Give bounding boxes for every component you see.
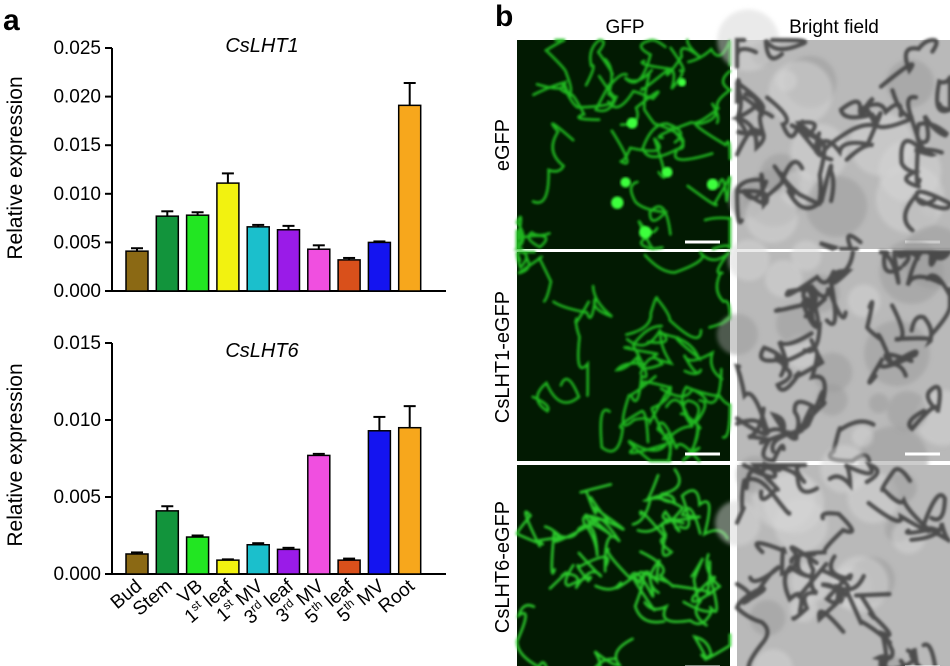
chart2-bar-3rd-leaf xyxy=(276,548,301,575)
micrograph-cslht1-egfp-bright-field xyxy=(716,225,950,496)
chart1-y-tick-label: 0.015 xyxy=(53,135,101,156)
chart1-bar-root xyxy=(397,104,422,292)
chart1-bar-stem xyxy=(155,215,180,292)
chart1-y-axis-label: Relative expression xyxy=(4,76,27,259)
chart1-bar-5th-leaf xyxy=(337,259,361,292)
chart2-title: CsLHT6 xyxy=(225,340,299,362)
micrograph-cslht6-egfp-bright-field xyxy=(715,445,950,666)
chart1-y-tick-label: 0.025 xyxy=(53,38,101,59)
panel-b-letter: b xyxy=(495,0,513,33)
chart2-y-tick-label: 0.005 xyxy=(53,487,101,508)
chart2-bar-1st-mv xyxy=(246,543,270,575)
chart1-y-tick-label: 0.010 xyxy=(53,184,101,205)
panel-a-letter: a xyxy=(3,4,20,37)
row-label-egfp: eGFP xyxy=(492,119,514,171)
column-header-bright-field: Bright field xyxy=(789,17,879,38)
chart2-bar-stem xyxy=(155,510,180,575)
chart2-bar-5th-mv xyxy=(367,430,392,575)
row-label-cslht1-egfp: CsLHT1-eGFP xyxy=(492,291,514,423)
chart2-bar-1st-leaf xyxy=(216,559,240,575)
chart1-bar-3rd-leaf xyxy=(276,229,301,292)
chart2-y-tick-label: 0.010 xyxy=(53,410,101,431)
chart1-y-tick-label: 0.005 xyxy=(53,232,101,253)
row-label-cslht6-egfp: CsLHT6-eGFP xyxy=(492,501,514,633)
chart2-y-tick-label: 0.015 xyxy=(53,333,101,354)
chart1-title: CsLHT1 xyxy=(225,35,298,57)
micrograph-grid xyxy=(513,9,950,666)
chart1-bar-5th-mv xyxy=(367,241,392,292)
micrograph-egfp-bright-field xyxy=(717,9,950,252)
chart2-x-tick-label: Root xyxy=(375,575,420,617)
chart1-bar-1st-mv xyxy=(246,226,270,292)
chart2-bar-root xyxy=(397,426,422,575)
micrograph-cslht6-egfp-gfp xyxy=(515,465,732,666)
chart1-bar-vb xyxy=(185,214,210,292)
chart1-y-tick-label: 0.000 xyxy=(53,281,101,302)
chart2-bar-3rd-mv xyxy=(307,454,331,575)
chart1-y-tick-label: 0.020 xyxy=(53,87,101,108)
chart1-bar-1st-leaf xyxy=(216,182,240,292)
chart-cslht6: CsLHT6 Relative expression 0.000 0.005 0.0… xyxy=(4,333,446,629)
chart1-bar-3rd-mv xyxy=(307,248,331,292)
chart-cslht1: CsLHT1 Relative expression 0.000 0.005 0.0… xyxy=(4,35,446,302)
chart1-bar-bud xyxy=(125,250,149,292)
micrograph-cslht1-egfp-gfp xyxy=(515,250,732,463)
column-header-gfp: GFP xyxy=(605,17,644,38)
chart2-y-tick-label: 0.000 xyxy=(53,564,101,585)
micrograph-egfp-gfp xyxy=(513,38,733,251)
chart2-bar-bud xyxy=(125,553,149,575)
chart2-y-axis-label: Relative expression xyxy=(4,363,27,546)
chart2-bar-vb xyxy=(185,536,210,575)
chart2-bar-5th-leaf xyxy=(337,559,361,575)
